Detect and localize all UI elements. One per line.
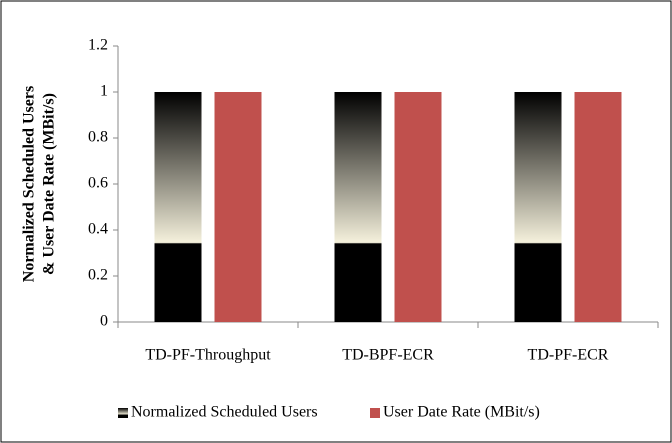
x-tick-label: TD-PF-ECR (528, 347, 609, 364)
y-tick-label: 1.2 (88, 37, 108, 54)
legend-swatch (118, 408, 128, 418)
bar (514, 92, 562, 322)
bar (214, 92, 262, 322)
x-tick-label: TD-BPF-ECR (342, 347, 434, 364)
bar (574, 92, 622, 322)
bar (154, 92, 202, 322)
legend-label: User Date Rate (MBit/s) (383, 404, 540, 421)
x-tick-label: TD-PF-Throughput (145, 347, 271, 364)
bar (394, 92, 442, 322)
y-tick-label: 0.8 (88, 129, 108, 146)
y-tick-label: 0.2 (88, 267, 108, 284)
legend-swatch (370, 408, 380, 418)
bar (334, 92, 382, 322)
y-axis-label: Normalized Scheduled Users (21, 86, 38, 282)
y-tick-label: 1 (100, 83, 108, 100)
y-axis-label: & User Date Rate (MBit/s) (41, 93, 58, 275)
y-tick-label: 0.6 (88, 175, 108, 192)
legend-label: Normalized Scheduled Users (131, 404, 318, 421)
y-tick-label: 0.4 (88, 221, 108, 238)
y-tick-label: 0 (100, 313, 108, 330)
